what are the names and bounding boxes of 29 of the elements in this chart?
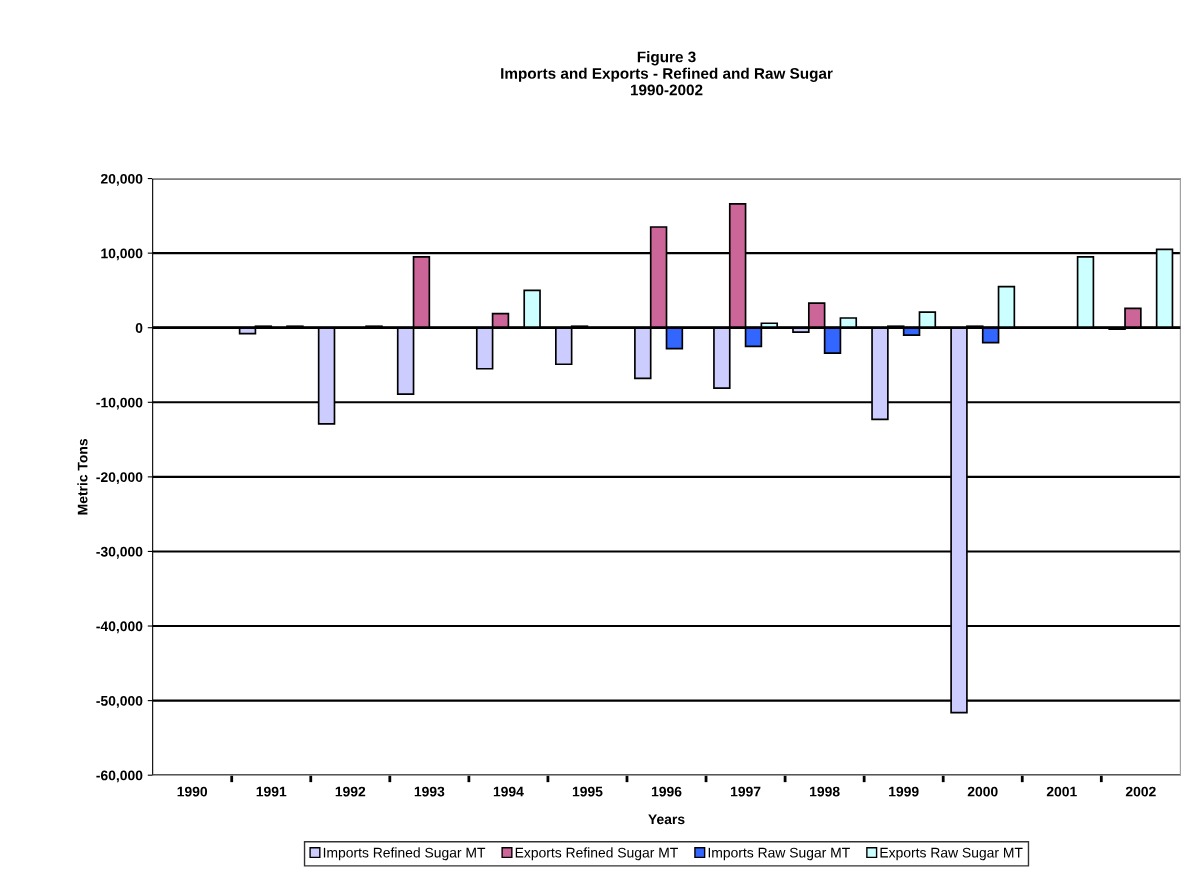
x-tick-label: 1998 <box>810 786 840 797</box>
legend-label: Imports Refined Sugar MT <box>323 847 486 861</box>
x-tick-label: 2002 <box>1125 786 1156 797</box>
x-tick-label: 1995 <box>572 786 603 797</box>
x-tick-label: 2000 <box>967 786 998 797</box>
x-tick-label: 1996 <box>651 786 682 797</box>
y-tick-label: -50,000 <box>96 695 143 708</box>
legend-label: Exports Refined Sugar MT <box>515 847 678 861</box>
x-tick-label: 1997 <box>730 786 761 797</box>
legend-label: Imports Raw Sugar MT <box>708 847 850 861</box>
y-tick-label: -20,000 <box>96 472 143 485</box>
x-tick-label: 1992 <box>335 786 366 797</box>
y-tick-label: -60,000 <box>96 770 143 783</box>
x-tick-label: 2001 <box>1046 786 1077 797</box>
y-tick-label: 20,000 <box>100 173 143 186</box>
y-tick-label: -40,000 <box>96 621 143 634</box>
x-axis-title: Years <box>648 814 685 825</box>
x-tick-label: 1994 <box>493 786 524 797</box>
y-axis-title: Metric Tons <box>77 438 88 515</box>
x-tick-label: 1990 <box>177 786 208 797</box>
x-tick-label: 1999 <box>889 786 919 797</box>
chart-title: Figure 3 Imports and Exports - Refined and Raw Sugar 1990-2002 <box>501 51 833 96</box>
y-tick-label: -30,000 <box>96 546 143 559</box>
y-tick-label: 10,000 <box>101 248 143 261</box>
x-tick-label: 1991 <box>256 786 287 797</box>
x-tick-label: 1993 <box>414 786 445 797</box>
y-tick-label: 0 <box>135 323 143 333</box>
y-tick-label: -10,000 <box>96 397 143 410</box>
legend-label: Exports Raw Sugar MT <box>880 847 1023 861</box>
